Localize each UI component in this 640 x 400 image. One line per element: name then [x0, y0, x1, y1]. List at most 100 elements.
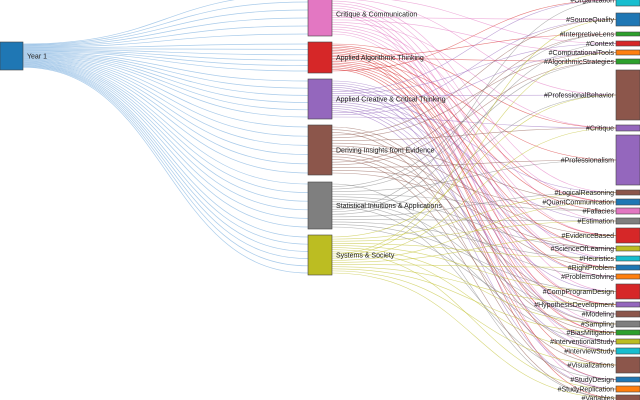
link-deriving-insights-from-evidence-hypothesisdevelopment	[331, 151, 617, 305]
link-critique-communication-biasmitigation	[331, 33, 617, 333]
node-label-statistical-intuitions-applications: Statistical Intuitions & Applications	[336, 203, 442, 210]
node-label-hypothesisdevelopment: #HypothesisDevelopment	[534, 302, 614, 309]
node-quantcommunication	[615, 198, 640, 206]
link-year1-applied-algorithmic-thinking	[22, 50, 309, 72]
link-year1-critique-communication	[22, 33, 309, 48]
link-deriving-insights-from-evidence-scienceoflearning	[331, 172, 617, 249]
link-year1-applied-creative-critical-thinking	[22, 54, 309, 118]
link-year1-statistical-intuitions-applications	[22, 62, 309, 228]
node-biasmitigation	[615, 329, 640, 336]
node-label-sampling: #Sampling	[581, 322, 614, 329]
link-year1-deriving-insights-from-evidence	[22, 58, 309, 174]
link-systems-society-variables	[331, 272, 617, 399]
node-estimation	[615, 217, 640, 225]
link-applied-creative-critical-thinking-studyreplication	[331, 110, 617, 390]
link-critique-communication-estimation	[331, 3, 617, 222]
node-modeling	[615, 310, 640, 318]
link-year1-applied-creative-critical-thinking	[22, 53, 309, 103]
link-statistical-intuitions-applications-fallacies	[331, 193, 617, 212]
link-critique-communication-logicalreasoning	[331, 0, 617, 193]
node-interviewstudy	[615, 347, 640, 355]
link-statistical-intuitions-applications-organization	[331, 0, 617, 210]
link-statistical-intuitions-applications-interpretivelens	[331, 33, 617, 187]
link-systems-society-logicalreasoning	[331, 192, 617, 240]
link-systems-society-studyreplication	[331, 251, 617, 390]
link-critique-communication-studyreplication	[331, 14, 617, 390]
node-label-systems-society: Systems & Society	[336, 253, 395, 260]
link-systems-society-compprogramdesign	[331, 245, 617, 292]
node-compprogramdesign	[615, 283, 640, 300]
link-applied-creative-critical-thinking-computationaltools	[331, 52, 617, 116]
link-applied-algorithmic-thinking-variables	[331, 54, 617, 399]
link-statistical-intuitions-applications-sampling	[331, 226, 617, 325]
node-deriving-insights-from-evidence	[307, 124, 333, 176]
link-critique-communication-professionalbehavior	[354, 0, 617, 96]
node-computationaltools	[615, 49, 640, 56]
link-applied-algorithmic-thinking-problemsolving	[331, 64, 617, 277]
node-label-compprogramdesign: #CompProgramDesign	[543, 289, 614, 296]
node-label-critique: #Critique	[586, 126, 614, 133]
node-label-rightproblem: #RightProblem	[568, 265, 614, 272]
node-label-organization: #Organization	[570, 0, 614, 5]
link-applied-creative-critical-thinking-studydesign	[331, 89, 617, 380]
link-systems-society-sourcequality	[331, 19, 617, 255]
link-systems-society-rightproblem	[331, 264, 617, 268]
node-label-sourcequality: #SourceQuality	[566, 17, 614, 24]
link-year1-statistical-intuitions-applications	[22, 61, 309, 211]
node-label-professionalism: #Professionalism	[561, 158, 614, 165]
link-applied-creative-critical-thinking-context	[331, 43, 617, 95]
link-year1-applied-algorithmic-thinking	[22, 49, 309, 61]
node-statistical-intuitions-applications	[307, 181, 333, 230]
link-systems-society-evidencebased	[331, 235, 617, 263]
link-year1-deriving-insights-from-evidence	[22, 57, 309, 155]
node-studydesign	[615, 376, 640, 383]
node-sourcequality	[615, 12, 640, 27]
link-statistical-intuitions-applications-compprogramdesign	[331, 224, 617, 292]
node-hypothesisdevelopment	[615, 301, 640, 308]
node-studyreplication	[615, 385, 640, 393]
link-year1-critique-communication	[22, 17, 309, 47]
link-deriving-insights-from-evidence-visualizations	[331, 156, 617, 366]
link-applied-creative-critical-thinking-modeling	[331, 84, 617, 315]
link-applied-algorithmic-thinking-biasmitigation	[331, 51, 617, 333]
link-applied-algorithmic-thinking-hypothesisdevelopment	[331, 50, 617, 305]
link-applied-algorithmic-thinking-critique	[331, 43, 617, 129]
link-year1-statistical-intuitions-applications	[22, 59, 309, 185]
link-statistical-intuitions-applications-professionalism	[331, 159, 617, 192]
link-systems-society-quantcommunication	[331, 201, 617, 261]
link-deriving-insights-from-evidence-critique	[331, 127, 617, 141]
link-critique-communication-sampling	[331, 10, 617, 325]
link-year1-critique-communication	[22, 1, 309, 46]
link-applied-creative-critical-thinking-logicalreasoning	[331, 97, 617, 193]
link-applied-algorithmic-thinking-visualizations	[331, 53, 617, 366]
link-year1-critique-communication	[22, 9, 309, 46]
node-problemsolving	[615, 273, 640, 280]
node-label-interpretivelens: #InterpretiveLens	[560, 32, 615, 39]
link-year1-deriving-insights-from-evidence	[22, 58, 309, 165]
link-applied-creative-critical-thinking-problemsolving	[331, 82, 617, 277]
node-label-studyreplication: #StudyReplication	[558, 387, 615, 394]
node-rightproblem	[615, 264, 640, 271]
link-applied-creative-critical-thinking-organization	[331, 0, 617, 92]
link-year1-deriving-insights-from-evidence	[22, 55, 309, 128]
link-statistical-intuitions-applications-context	[331, 43, 617, 213]
link-deriving-insights-from-evidence-interpretivelens	[331, 33, 617, 163]
node-context	[615, 40, 640, 47]
node-label-applied-creative-critical-thinking: Applied Creative & Critical Thinking	[336, 97, 446, 104]
node-professionalism	[615, 134, 640, 186]
link-systems-society-hypothesisdevelopment	[331, 266, 617, 305]
link-applied-algorithmic-thinking-scienceoflearning	[331, 62, 617, 249]
node-logicalreasoning	[615, 189, 640, 196]
link-year1-applied-creative-critical-thinking	[22, 54, 309, 111]
link-deriving-insights-from-evidence-sampling	[331, 126, 617, 325]
node-algorithmicstrategies	[615, 58, 640, 65]
link-year1-systems-society	[22, 66, 309, 274]
link-applied-algorithmic-thinking-evidencebased	[331, 46, 617, 236]
node-label-heuristics: #Heuristics	[579, 256, 614, 263]
link-year1-critique-communication	[22, 25, 309, 48]
node-label-interviewstudy: #InterviewStudy	[564, 349, 614, 356]
node-label-fallacies: #Fallacies	[582, 209, 614, 216]
link-critique-communication-heuristics	[331, 5, 617, 259]
